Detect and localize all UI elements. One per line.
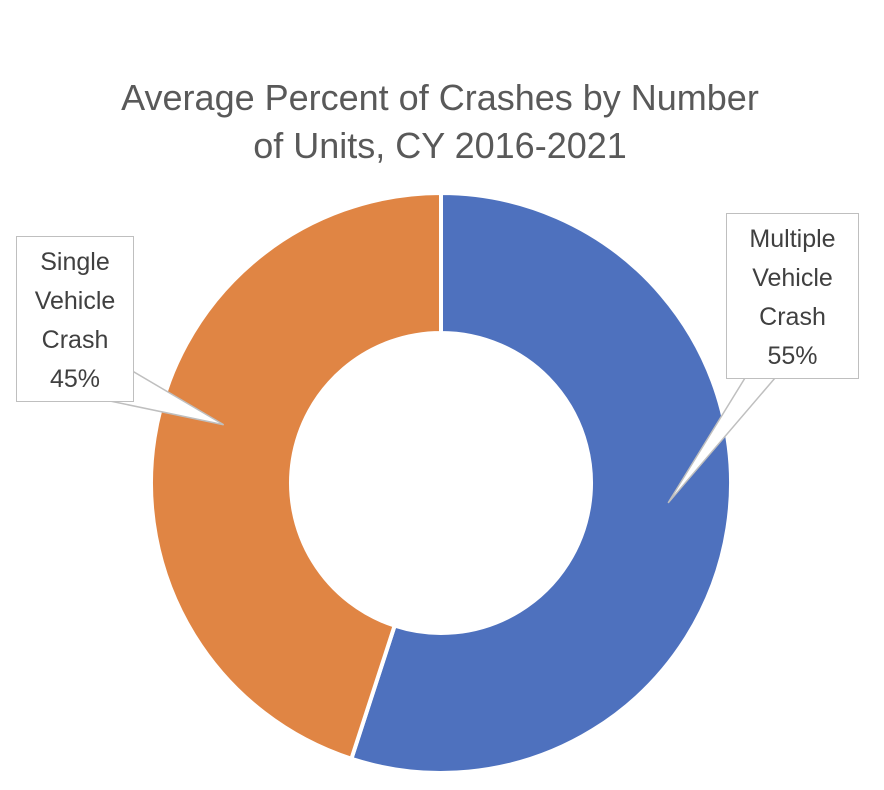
slice-single-vehicle <box>149 190 443 762</box>
data-label-multiple-line-1: Multiple <box>749 225 836 253</box>
data-label-multiple-line-2: Vehicle <box>752 264 833 292</box>
data-label-multiple-vehicle: Multiple Vehicle Crash 55% <box>726 213 859 379</box>
slice-multiple-vehicle <box>348 190 733 775</box>
data-label-single-line-2: Vehicle <box>34 287 116 315</box>
data-label-single-percent: 45% <box>49 365 101 393</box>
chart-title: Average Percent of Crashes by Number of … <box>40 74 840 170</box>
chart-title-line-1: Average Percent of Crashes by Number <box>121 77 759 118</box>
donut-slices <box>149 190 733 775</box>
data-label-single-line-3: Crash <box>41 326 109 354</box>
chart-title-line-2: of Units, CY 2016-2021 <box>253 125 627 166</box>
data-label-multiple-percent: 55% <box>767 342 818 370</box>
data-label-multiple-line-3: Crash <box>759 303 826 331</box>
data-label-single-vehicle: Single Vehicle Crash 45% <box>16 236 134 402</box>
data-label-single-line-1: Single <box>40 248 110 276</box>
